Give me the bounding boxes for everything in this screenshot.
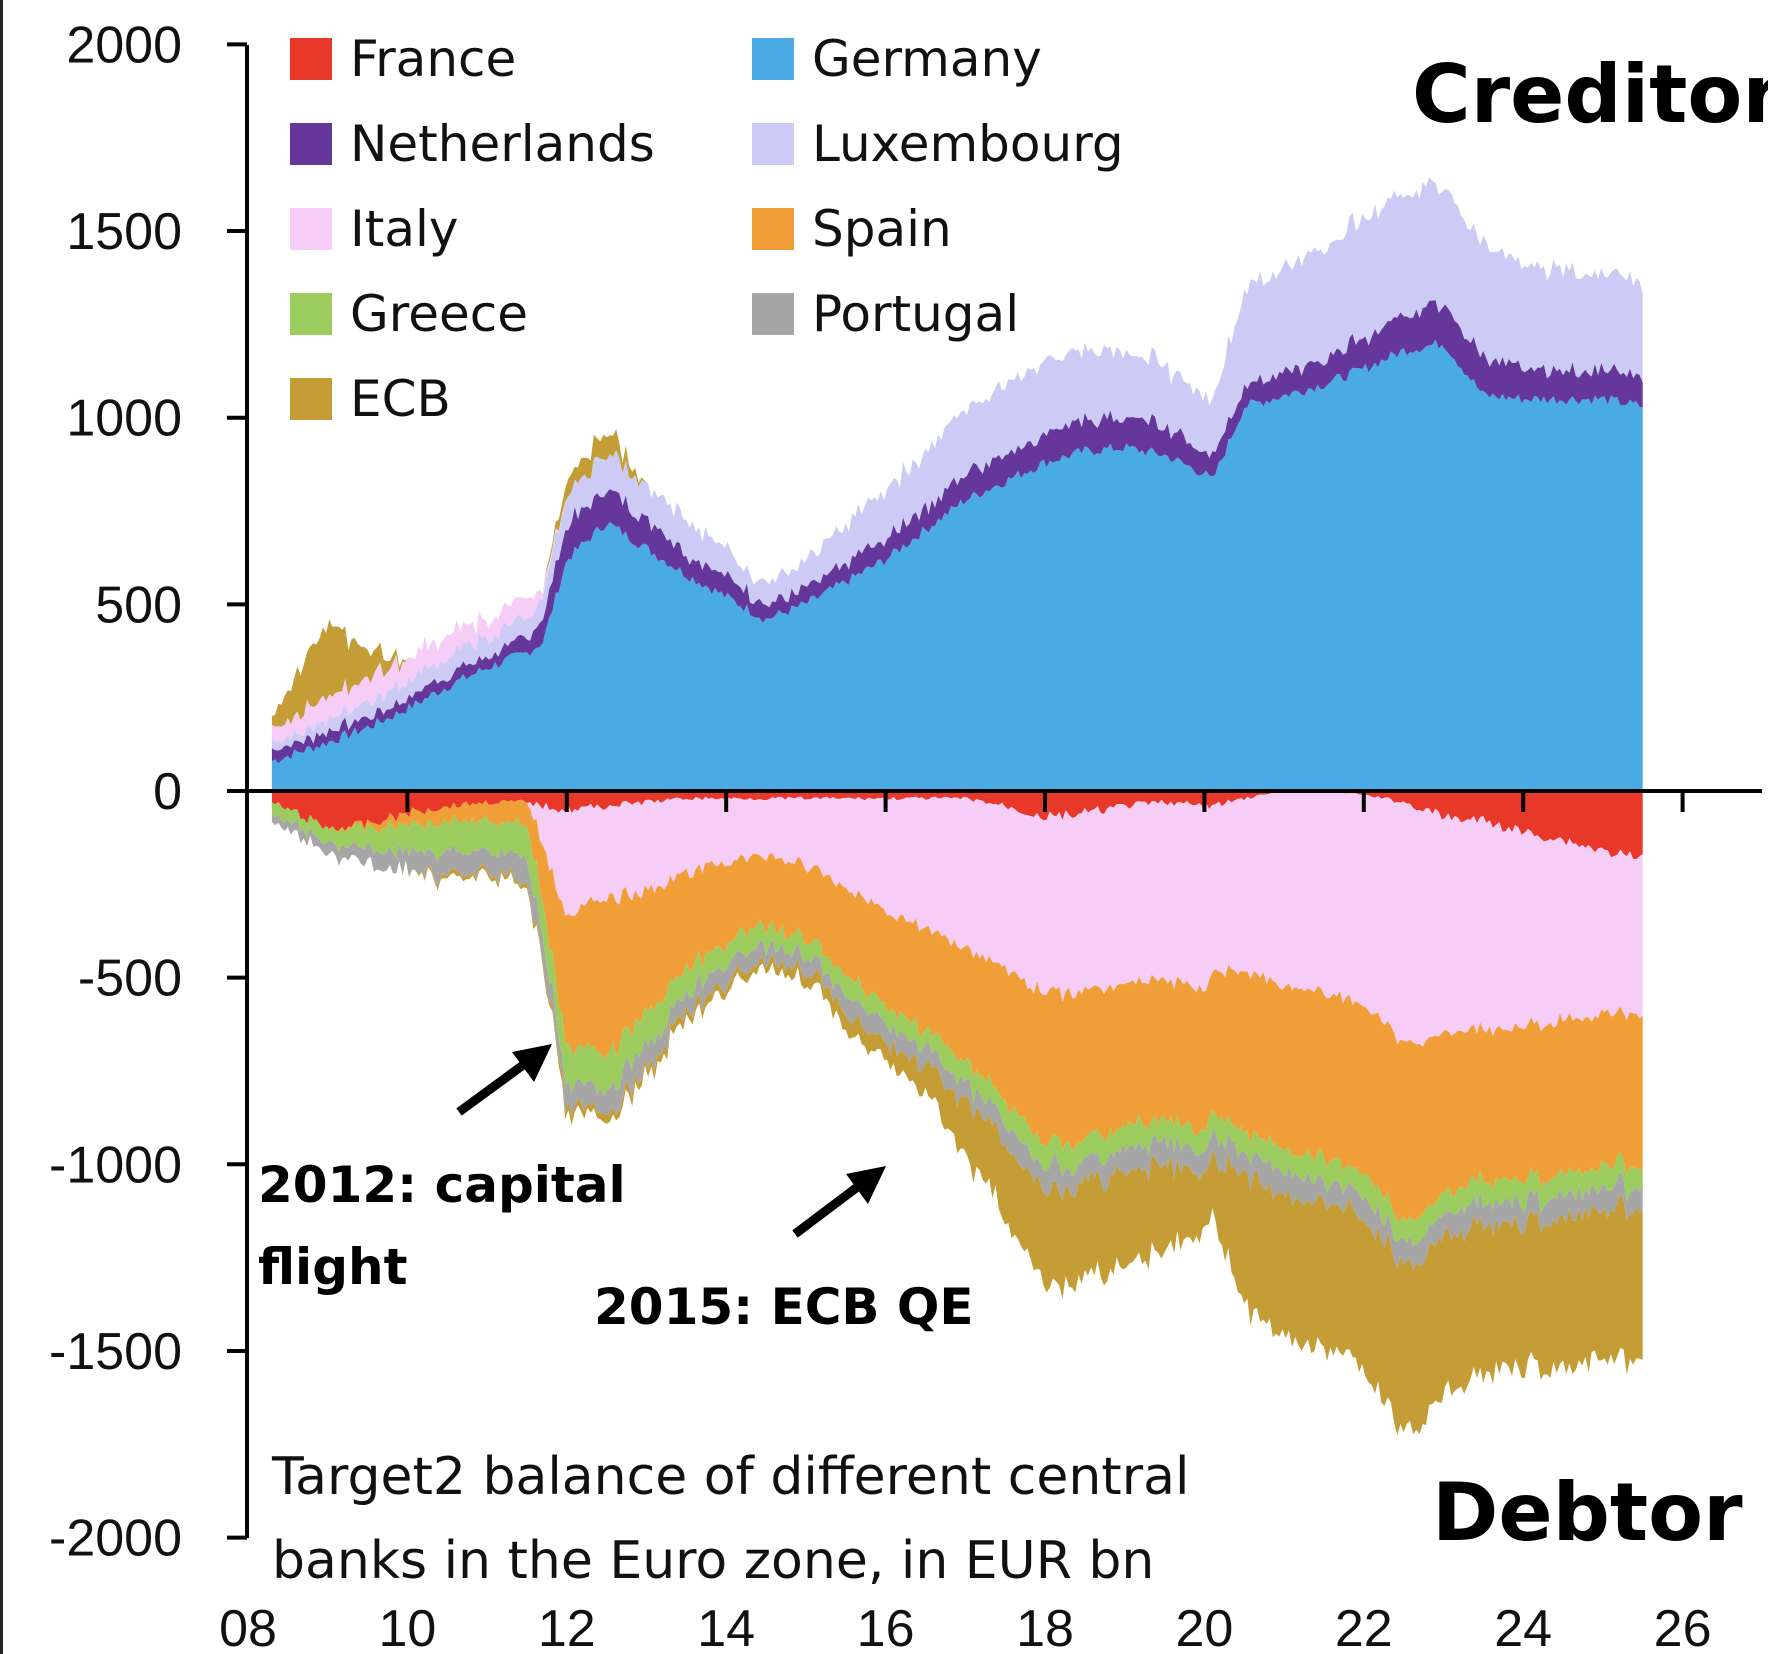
negative-area-portugal — [271, 813, 1643, 1272]
annotation-2012-line-2: flight — [258, 1238, 408, 1296]
y-tick-label: 2000 — [66, 16, 182, 74]
creditor-label: Creditor — [1412, 48, 1768, 141]
negative-area-ecb — [271, 821, 1643, 1436]
axes: 2000 1500 1000 500 0 -500 -1000 -1500 -2000 08 10 1… — [49, 16, 1762, 1654]
y-tick-label: -2000 — [49, 1510, 182, 1568]
legend-label: France — [350, 30, 516, 88]
x-tick-label: 24 — [1494, 1600, 1552, 1654]
x-tick-label: 14 — [697, 1600, 755, 1654]
legend-label: ECB — [350, 370, 451, 428]
x-tick-label: 12 — [538, 1600, 596, 1654]
legend-item-greece: Greece — [290, 285, 528, 343]
negative-area-greece — [271, 802, 1643, 1247]
y-tick-label: 1500 — [66, 203, 182, 261]
annotation-2015: 2015: ECB QE — [594, 1278, 974, 1336]
legend-swatch — [752, 123, 794, 165]
left-border — [0, 0, 3, 1654]
x-tick-label: 18 — [1016, 1600, 1074, 1654]
legend-item-portugal: Portugal — [752, 285, 1019, 343]
legend-label: Spain — [812, 200, 952, 258]
legend-label: Greece — [350, 285, 528, 343]
positive-area-germany — [271, 339, 1643, 791]
negative-area-italy — [271, 791, 1643, 1047]
legend-item-spain: Spain — [752, 200, 952, 258]
legend-item-france: France — [290, 30, 516, 88]
legend-label: Luxembourg — [812, 115, 1124, 173]
legend-swatch — [290, 293, 332, 335]
legend-label: Netherlands — [350, 115, 655, 173]
legend-swatch — [290, 123, 332, 165]
y-tick-label: 1000 — [66, 390, 182, 448]
annotation-2012-line-1: 2012: capital — [258, 1156, 626, 1214]
legend-swatch — [290, 208, 332, 250]
debtor-label: Debtor — [1432, 1466, 1743, 1559]
x-tick-label: 26 — [1654, 1600, 1712, 1654]
caption-line-2: banks in the Euro zone, in EUR bn — [272, 1531, 1154, 1591]
x-tick-label: 10 — [378, 1600, 436, 1654]
arrow-2012 — [456, 1044, 552, 1116]
legend-item-germany: Germany — [752, 30, 1042, 88]
y-tick-label: 0 — [153, 763, 182, 821]
legend-item-ecb: ECB — [290, 370, 451, 428]
y-tick-label: -1000 — [49, 1136, 182, 1194]
positive-area-luxembourg — [271, 177, 1643, 751]
x-tick-label: 22 — [1335, 1600, 1393, 1654]
x-tick-label: 16 — [857, 1600, 915, 1654]
legend: France Germany Netherlands Luxembourg Italy S… — [290, 30, 1124, 428]
legend-item-luxembourg: Luxembourg — [752, 115, 1124, 173]
arrow-2015 — [792, 1166, 886, 1238]
legend-swatch — [752, 293, 794, 335]
negative-area-spain — [271, 799, 1643, 1223]
legend-label: Italy — [350, 200, 458, 258]
legend-swatch — [290, 38, 332, 80]
legend-swatch — [752, 208, 794, 250]
stacked-areas — [271, 177, 1643, 1436]
legend-label: Germany — [812, 30, 1042, 88]
caption-line-1: Target2 balance of different central — [271, 1447, 1189, 1507]
x-tick-label: 08 — [219, 1600, 277, 1654]
legend-swatch — [752, 38, 794, 80]
legend-swatch — [290, 378, 332, 420]
y-tick-label: -500 — [78, 950, 182, 1008]
legend-item-netherlands: Netherlands — [290, 115, 655, 173]
y-tick-label: -1500 — [49, 1323, 182, 1381]
y-tick-label: 500 — [95, 576, 182, 634]
legend-label: Portugal — [812, 285, 1019, 343]
legend-item-italy: Italy — [290, 200, 458, 258]
x-tick-label: 20 — [1175, 1600, 1233, 1654]
